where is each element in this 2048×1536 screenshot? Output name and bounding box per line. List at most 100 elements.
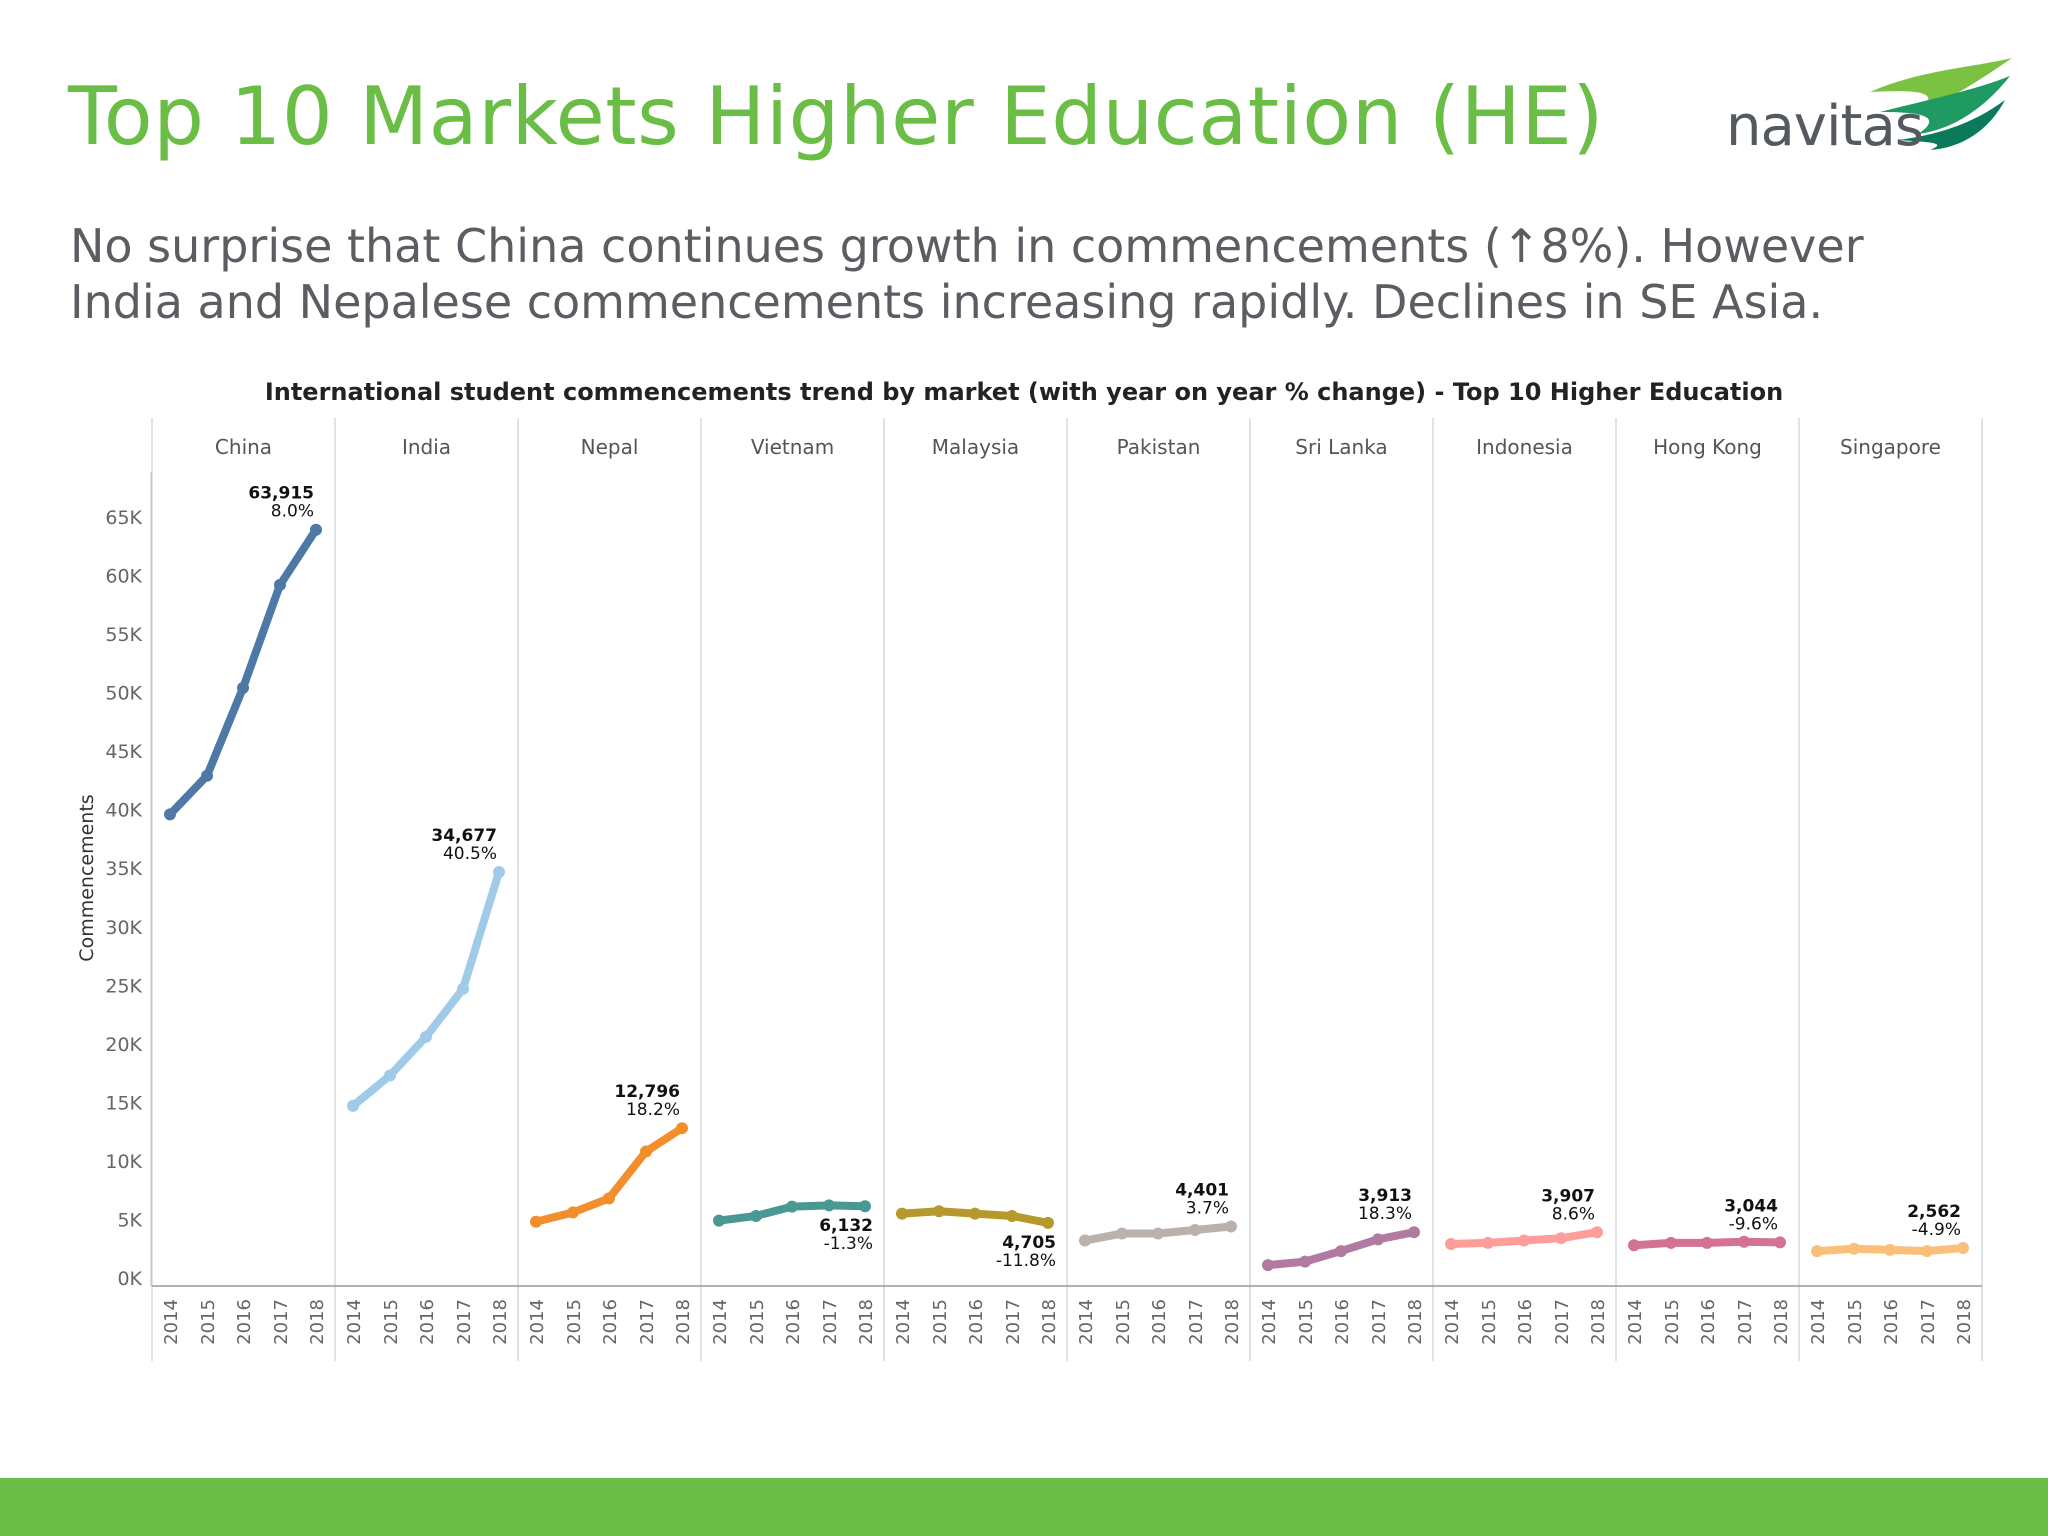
data-point — [274, 578, 286, 591]
x-tick-label: 2014 — [527, 1299, 548, 1345]
data-point — [457, 982, 469, 995]
y-tick-label: 50K — [105, 683, 142, 705]
data-point — [420, 1030, 432, 1043]
data-point — [1518, 1234, 1530, 1247]
data-point — [1811, 1245, 1823, 1258]
x-tick-label: 2017 — [1918, 1299, 1939, 1345]
data-point — [567, 1206, 579, 1219]
x-tick-label: 2015 — [198, 1299, 219, 1345]
headline-summary: No surprise that China continues growth … — [70, 218, 1970, 330]
data-point — [1591, 1226, 1603, 1239]
data-point — [750, 1209, 762, 1222]
footer-bar — [0, 1478, 2048, 1536]
x-tick-label: 2016 — [1698, 1299, 1719, 1345]
data-point — [1116, 1227, 1128, 1240]
x-tick-label: 2017 — [1369, 1299, 1390, 1345]
x-tick-label: 2016 — [783, 1299, 804, 1345]
x-tick-label: 2015 — [1479, 1299, 1500, 1345]
data-point — [1225, 1220, 1237, 1233]
data-point — [1665, 1236, 1677, 1249]
data-point — [1921, 1245, 1933, 1258]
x-tick-label: 2018 — [1771, 1299, 1792, 1345]
x-tick-label: 2018 — [1405, 1299, 1426, 1345]
x-tick-label: 2017 — [1186, 1299, 1207, 1345]
y-tick-label: 0K — [117, 1268, 142, 1290]
x-tick-label: 2018 — [307, 1299, 328, 1345]
panel-header: Malaysia — [932, 435, 1019, 459]
y-tick-label: 60K — [105, 566, 142, 588]
x-tick-label: 2016 — [966, 1299, 987, 1345]
y-tick-label: 45K — [105, 741, 142, 763]
data-point — [1957, 1242, 1969, 1255]
x-tick-label: 2018 — [1954, 1299, 1975, 1345]
data-point — [933, 1205, 945, 1218]
data-point — [1189, 1223, 1201, 1236]
value-label: 34,677 — [431, 826, 497, 846]
panel-header: Singapore — [1840, 435, 1941, 459]
panel-header: Nepal — [581, 435, 639, 459]
data-point — [1701, 1236, 1713, 1249]
data-point — [1738, 1235, 1750, 1248]
x-tick-label: 2018 — [673, 1299, 694, 1345]
x-tick-label: 2016 — [1881, 1299, 1902, 1345]
value-label: 3,044 — [1724, 1196, 1778, 1216]
panel-header: Sri Lanka — [1295, 435, 1387, 459]
data-point — [310, 523, 322, 536]
x-tick-label: 2014 — [710, 1299, 731, 1345]
x-tick-label: 2018 — [1039, 1299, 1060, 1345]
y-tick-label: 65K — [105, 507, 142, 529]
x-tick-label: 2016 — [1149, 1299, 1170, 1345]
data-point — [1848, 1242, 1860, 1255]
x-tick-label: 2015 — [564, 1299, 585, 1345]
data-point — [786, 1200, 798, 1213]
data-point — [1774, 1236, 1786, 1249]
data-point — [1042, 1216, 1054, 1229]
x-tick-label: 2018 — [1222, 1299, 1243, 1345]
x-tick-label: 2015 — [381, 1299, 402, 1345]
x-tick-label: 2018 — [490, 1299, 511, 1345]
value-label: 3,913 — [1358, 1186, 1412, 1206]
data-point — [1408, 1226, 1420, 1239]
value-label: 3,907 — [1541, 1186, 1595, 1206]
panel-header: Vietnam — [751, 435, 834, 459]
data-point — [1299, 1255, 1311, 1268]
data-point — [1006, 1209, 1018, 1222]
data-point — [896, 1207, 908, 1220]
data-point — [640, 1145, 652, 1158]
series-line — [532, 1124, 686, 1226]
panel-header: Pakistan — [1117, 435, 1201, 459]
panel-header: India — [402, 435, 451, 459]
series-line — [349, 868, 503, 1110]
y-tick-label: 10K — [105, 1151, 142, 1173]
x-tick-label: 2018 — [856, 1299, 877, 1345]
x-tick-label: 2016 — [234, 1299, 255, 1345]
y-tick-label: 35K — [105, 858, 142, 880]
data-point — [237, 681, 249, 694]
data-point — [1445, 1238, 1457, 1251]
x-tick-label: 2014 — [161, 1299, 182, 1345]
x-tick-label: 2014 — [1442, 1299, 1463, 1345]
x-tick-label: 2015 — [1296, 1299, 1317, 1345]
y-axis-label: Commencements — [76, 794, 98, 961]
x-tick-label: 2016 — [417, 1299, 438, 1345]
data-point — [1555, 1232, 1567, 1245]
data-point — [713, 1214, 725, 1227]
value-label: 12,796 — [614, 1082, 680, 1102]
data-point — [969, 1207, 981, 1220]
data-point — [1628, 1239, 1640, 1252]
page-title: Top 10 Markets Higher Education (HE) — [68, 70, 1605, 163]
panel-header: Hong Kong — [1653, 435, 1762, 459]
value-label: 4,705 — [1002, 1233, 1056, 1253]
panel-header: Indonesia — [1476, 435, 1573, 459]
x-tick-label: 2014 — [1808, 1299, 1829, 1345]
change-label: -4.9% — [1912, 1220, 1961, 1240]
x-tick-label: 2017 — [1003, 1299, 1024, 1345]
x-tick-label: 2015 — [1113, 1299, 1134, 1345]
y-tick-label: 25K — [105, 975, 142, 997]
commencements-trend-chart: International student commencements tren… — [76, 378, 1983, 1361]
navitas-swoosh-icon — [1870, 58, 2012, 150]
data-point — [1335, 1245, 1347, 1258]
data-point — [164, 808, 176, 821]
panel-header: China — [215, 435, 272, 459]
y-tick-label: 55K — [105, 624, 142, 646]
